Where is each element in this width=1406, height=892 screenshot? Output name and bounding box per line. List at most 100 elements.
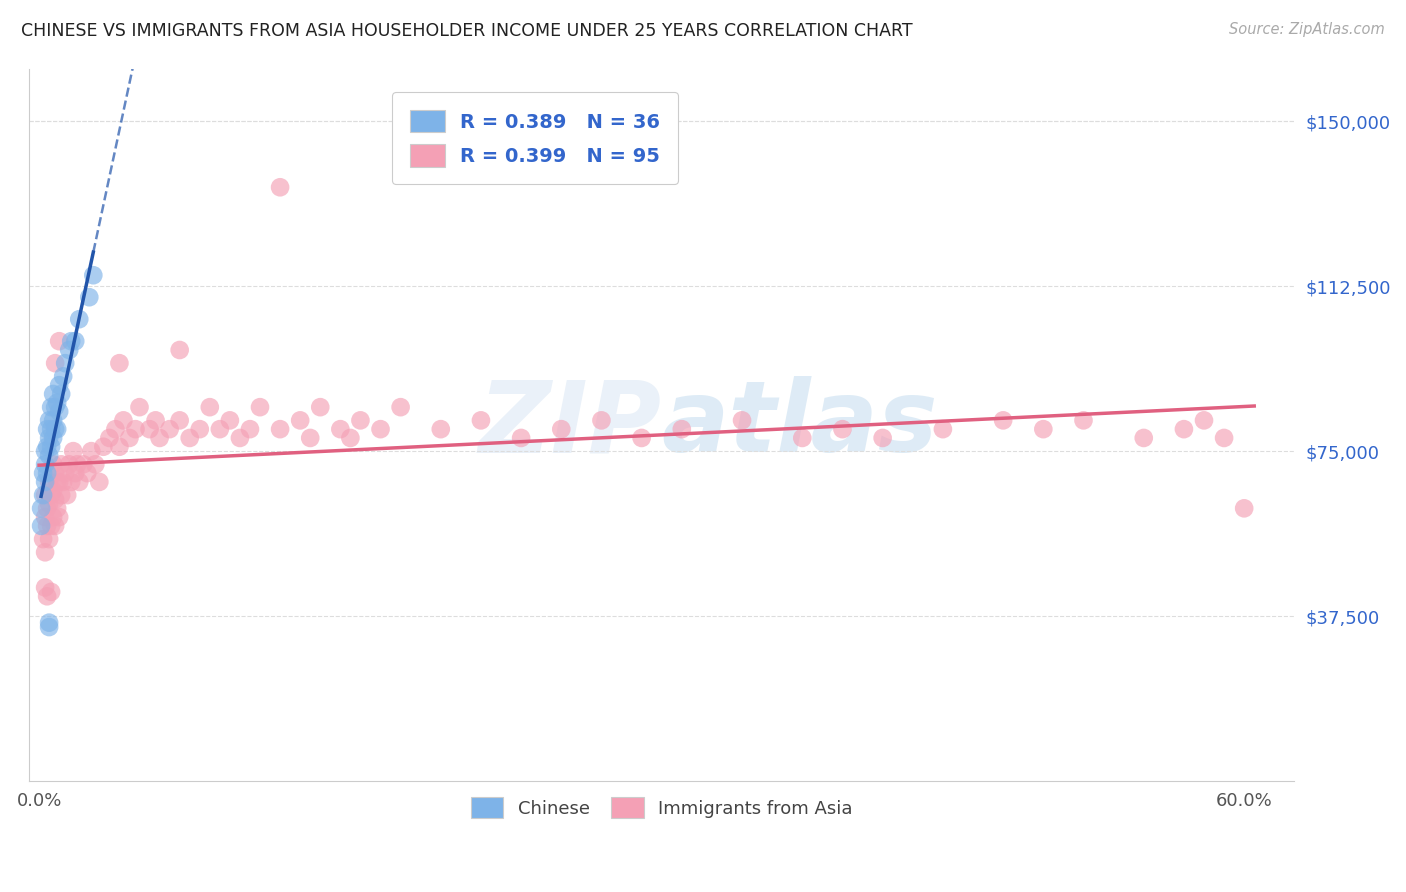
Point <box>39 440 62 454</box>
Point <box>48 378 70 392</box>
Point <box>169 343 191 357</box>
Point <box>42 483 65 498</box>
Point <box>84 458 107 472</box>
Point <box>38 497 60 511</box>
Point <box>44 356 66 370</box>
Point <box>30 519 52 533</box>
Point <box>269 422 291 436</box>
Point <box>58 458 80 472</box>
Point <box>550 422 572 436</box>
Point <box>58 343 80 357</box>
Point <box>52 369 75 384</box>
Point <box>76 466 98 480</box>
Text: CHINESE VS IMMIGRANTS FROM ASIA HOUSEHOLDER INCOME UNDER 25 YEARS CORRELATION CH: CHINESE VS IMMIGRANTS FROM ASIA HOUSEHOL… <box>21 22 912 40</box>
Point <box>39 422 62 436</box>
Point <box>44 400 66 414</box>
Point <box>38 620 60 634</box>
Point <box>1173 422 1195 436</box>
Point <box>65 334 87 349</box>
Text: Source: ZipAtlas.com: Source: ZipAtlas.com <box>1229 22 1385 37</box>
Point <box>1233 501 1256 516</box>
Point <box>32 488 55 502</box>
Point <box>60 334 83 349</box>
Point <box>42 510 65 524</box>
Point <box>52 475 75 489</box>
Point <box>1213 431 1236 445</box>
Point <box>60 475 83 489</box>
Point <box>39 400 62 414</box>
Point <box>48 510 70 524</box>
Point <box>239 422 262 436</box>
Point <box>159 422 181 436</box>
Point <box>82 268 104 283</box>
Point <box>34 444 56 458</box>
Point <box>34 510 56 524</box>
Point <box>38 413 60 427</box>
Point <box>124 422 146 436</box>
Point <box>32 466 55 480</box>
Point <box>309 400 332 414</box>
Point <box>108 440 131 454</box>
Point <box>1032 422 1054 436</box>
Point <box>118 431 141 445</box>
Point <box>671 422 693 436</box>
Text: atlas: atlas <box>662 376 938 474</box>
Point <box>198 400 221 414</box>
Point <box>48 334 70 349</box>
Point <box>138 422 160 436</box>
Point <box>37 589 59 603</box>
Point <box>1073 413 1095 427</box>
Point <box>179 431 201 445</box>
Point <box>1192 413 1215 427</box>
Point <box>510 431 533 445</box>
Point <box>79 290 101 304</box>
Point <box>34 488 56 502</box>
Point <box>34 545 56 559</box>
Point <box>370 422 392 436</box>
Point <box>329 422 352 436</box>
Point <box>80 444 103 458</box>
Point <box>208 422 231 436</box>
Point <box>219 413 242 427</box>
Point <box>37 422 59 436</box>
Point <box>229 431 252 445</box>
Point <box>65 466 87 480</box>
Point <box>38 532 60 546</box>
Point <box>290 413 312 427</box>
Point <box>37 519 59 533</box>
Point <box>93 440 115 454</box>
Point <box>56 488 79 502</box>
Point <box>66 458 89 472</box>
Point <box>349 413 371 427</box>
Point <box>169 413 191 427</box>
Point <box>991 413 1014 427</box>
Point <box>30 501 52 516</box>
Point <box>145 413 167 427</box>
Point <box>188 422 211 436</box>
Point <box>38 449 60 463</box>
Point <box>42 431 65 445</box>
Point <box>48 404 70 418</box>
Point <box>44 519 66 533</box>
Point <box>38 615 60 630</box>
Point <box>53 356 76 370</box>
Point <box>67 312 90 326</box>
Point <box>37 466 59 480</box>
Point <box>51 458 73 472</box>
Point <box>48 475 70 489</box>
Point <box>470 413 492 427</box>
Point <box>51 387 73 401</box>
Point <box>1132 431 1154 445</box>
Point <box>44 492 66 507</box>
Point <box>112 413 135 427</box>
Point <box>38 475 60 489</box>
Point <box>831 422 853 436</box>
Point <box>932 422 955 436</box>
Point <box>591 413 613 427</box>
Point <box>53 466 76 480</box>
Point <box>46 501 69 516</box>
Point <box>34 475 56 489</box>
Point <box>89 475 111 489</box>
Point <box>104 422 127 436</box>
Point <box>34 581 56 595</box>
